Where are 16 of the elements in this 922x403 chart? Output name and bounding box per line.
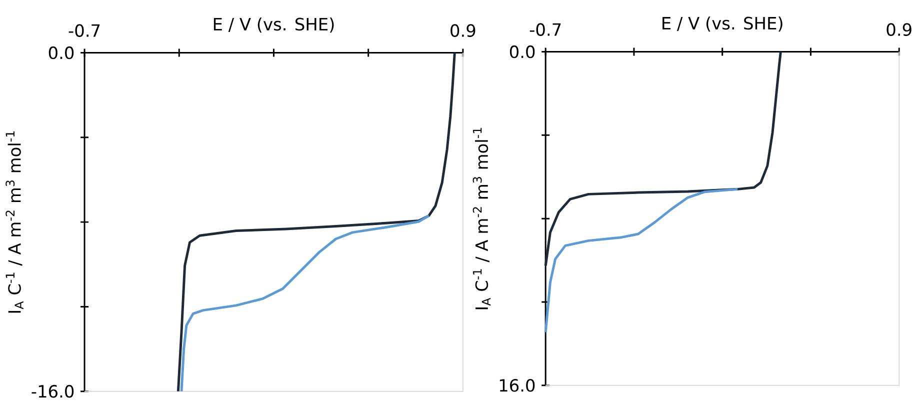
x-tick-label: 0.9 [450, 24, 476, 37]
text: I$_{A}$ C$^{-1}$ / A m$^{-2}$ m$^{3}$ mol$^{-1}$ [472, 128, 491, 309]
x-axis-title: E / V (vs. SHE) [214, 17, 334, 32]
line-series [180, 214, 430, 392]
x-axis-title: E / V (vs. SHE) [662, 16, 782, 32]
line-series [544, 50, 782, 267]
y-tick-label: 0.0 [48, 46, 74, 59]
line-series [544, 188, 739, 334]
y-tick-label: 0.0 [510, 45, 535, 58]
line-series [176, 51, 456, 392]
y-tick-label: -16.0 [32, 384, 74, 398]
x-tick-label: -0.7 [530, 22, 561, 36]
text: I$_{A}$ C$^{-1}$ / A m$^{-2}$ m$^{3}$ mol$^{-1}$ [6, 131, 24, 312]
x-tick-label: -0.7 [68, 24, 100, 37]
x-tick-label: 0.9 [886, 22, 912, 36]
y-tick-label: 16.0 [500, 378, 535, 392]
